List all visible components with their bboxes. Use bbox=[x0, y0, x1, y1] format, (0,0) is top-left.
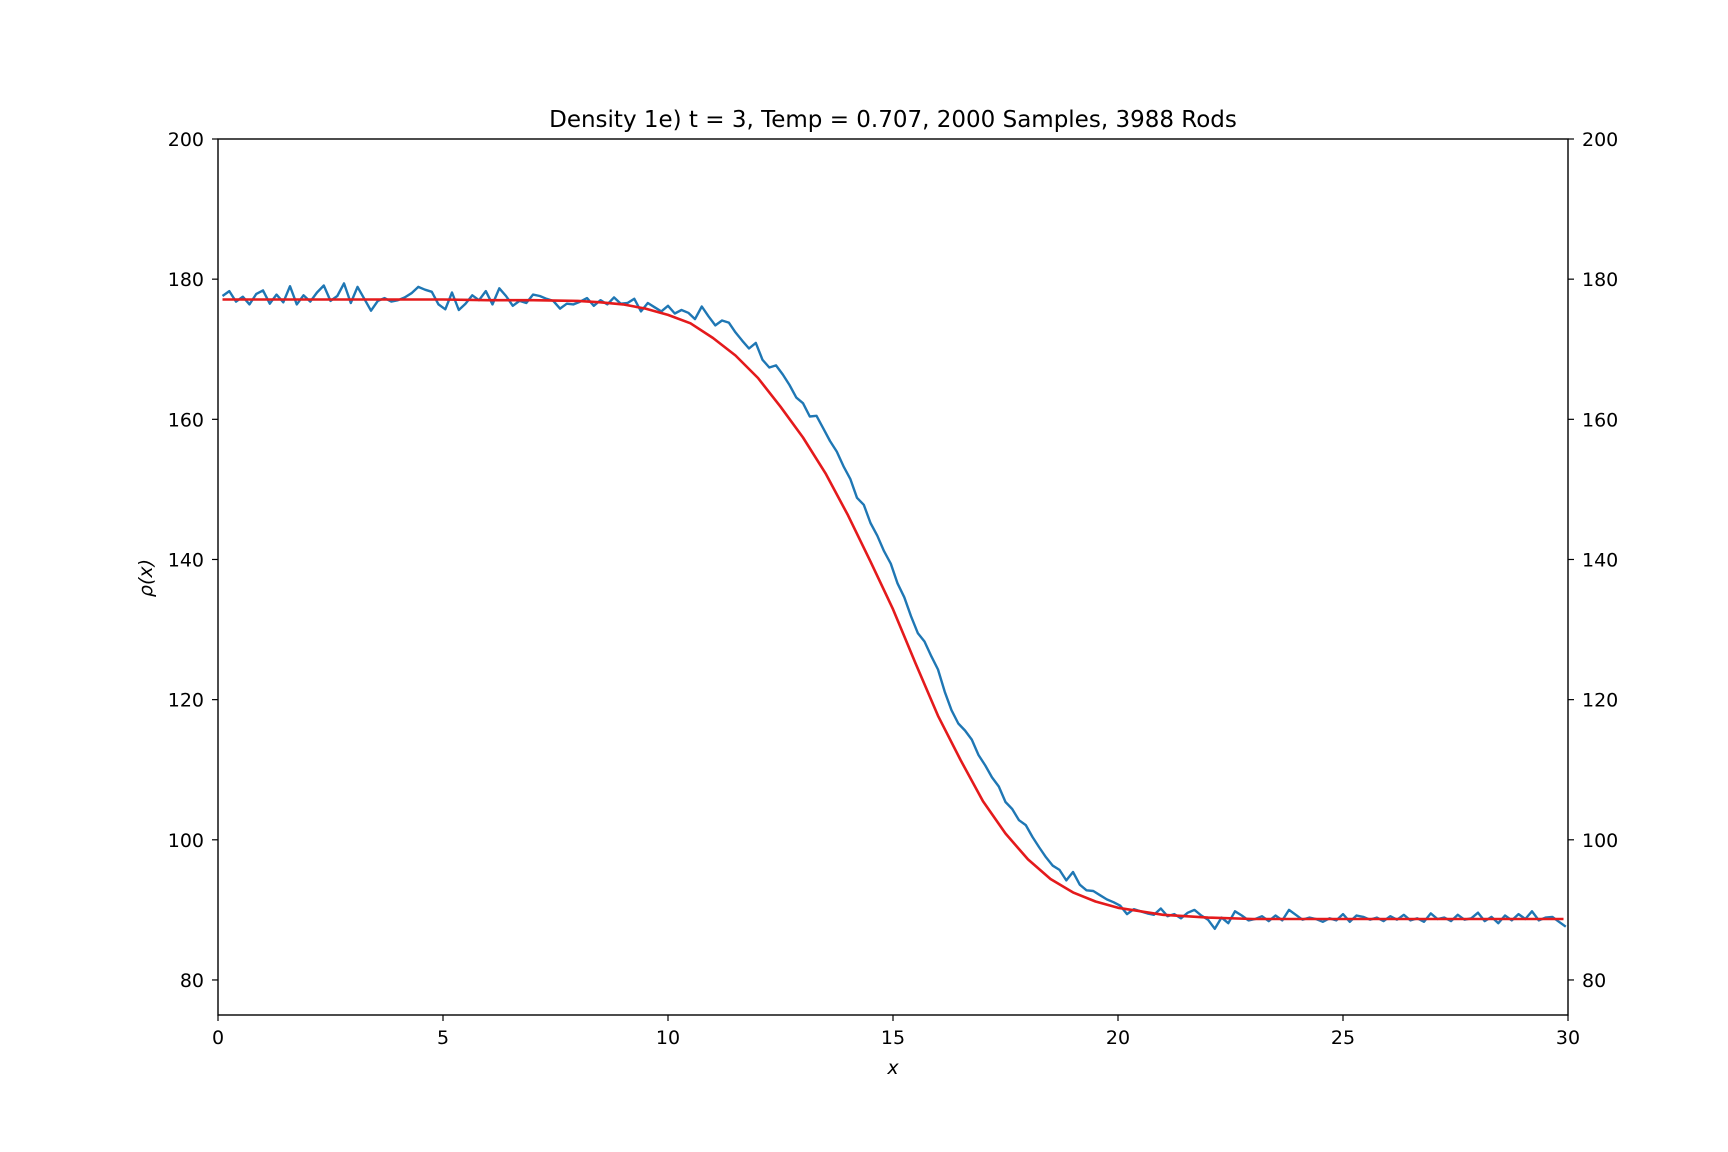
y-tick-label: 180 bbox=[168, 269, 204, 291]
y-tick-label: 160 bbox=[168, 409, 204, 431]
density-line bbox=[221, 282, 1567, 930]
x-axis-label: x bbox=[886, 1057, 899, 1079]
y-tick-label: 120 bbox=[168, 690, 204, 712]
y-axis-right: 80 100 120 140 160 180 200 bbox=[1568, 129, 1618, 992]
y-tick-label: 200 bbox=[168, 129, 204, 151]
y-right-tick-label: 180 bbox=[1582, 269, 1618, 291]
fit-line bbox=[222, 298, 1564, 921]
y-tick-label: 80 bbox=[180, 970, 204, 992]
y-right-tick-label: 80 bbox=[1582, 970, 1606, 992]
x-tick-label: 0 bbox=[212, 1027, 224, 1049]
series-layer bbox=[221, 282, 1567, 930]
x-tick-label: 5 bbox=[437, 1027, 449, 1049]
y-right-tick-label: 160 bbox=[1582, 409, 1618, 431]
y-right-tick-label: 100 bbox=[1582, 830, 1618, 852]
chart-title: Density 1e) t = 3, Temp = 0.707, 2000 Sa… bbox=[549, 107, 1237, 133]
y-right-tick-label: 120 bbox=[1582, 690, 1618, 712]
y-tick-label: 100 bbox=[168, 830, 204, 852]
y-axis-left: 80 100 120 140 160 180 200 bbox=[168, 129, 218, 992]
x-axis: 0 5 10 15 20 25 30 bbox=[212, 1015, 1580, 1049]
x-tick-label: 25 bbox=[1331, 1027, 1355, 1049]
y-axis-label: ρ(x) bbox=[135, 559, 157, 597]
y-tick-label: 140 bbox=[168, 549, 204, 571]
x-tick-label: 10 bbox=[656, 1027, 680, 1049]
x-tick-label: 15 bbox=[881, 1027, 905, 1049]
x-tick-label: 20 bbox=[1106, 1027, 1130, 1049]
y-right-tick-label: 200 bbox=[1582, 129, 1618, 151]
x-tick-label: 30 bbox=[1556, 1027, 1580, 1049]
y-right-tick-label: 140 bbox=[1582, 549, 1618, 571]
